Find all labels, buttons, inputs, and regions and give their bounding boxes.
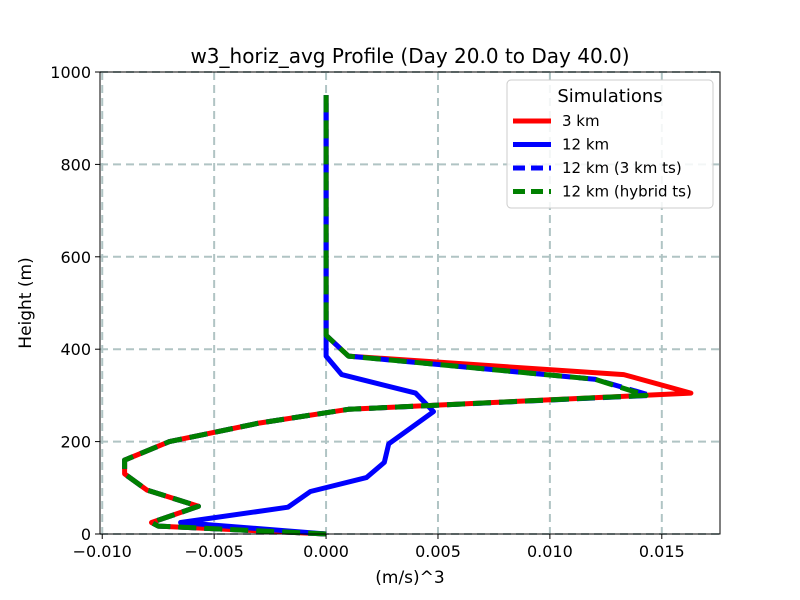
chart-title: w3_horiz_avg Profile (Day 20.0 to Day 40… xyxy=(190,44,629,68)
legend-items: 3 km 12 km 12 km (3 km ts) 12 km (hybrid ts… xyxy=(513,112,692,201)
series-group xyxy=(122,95,694,537)
x-tick-label: −0.005 xyxy=(185,542,244,561)
x-tick-label: 0.010 xyxy=(527,542,573,561)
x-axis-label: (m/s)^3 xyxy=(375,568,444,588)
plot-frame xyxy=(99,71,721,535)
x-tick-label: 0.005 xyxy=(415,542,461,561)
axis-ticks: −0.010 −0.005 0.000 0.005 0.010 0.015 0 200 400 6… xyxy=(50,63,684,561)
legend-label: 12 km (3 km ts) xyxy=(562,159,682,177)
y-tick-label: 200 xyxy=(60,433,91,452)
x-tick-label: 0.000 xyxy=(303,542,349,561)
y-tick-label: 800 xyxy=(60,155,91,174)
legend-label: 12 km xyxy=(562,136,609,154)
series-line-12-km-3-km-ts xyxy=(122,95,654,537)
grid xyxy=(100,71,720,535)
legend: Simulations 3 km 12 km 12 km (3 km ts) 12 k… xyxy=(506,79,714,209)
series-line-12-km xyxy=(178,95,436,537)
x-tick-label: 0.015 xyxy=(639,542,685,561)
legend-title: Simulations xyxy=(557,86,662,107)
y-tick-label: 0 xyxy=(81,525,91,544)
y-tick-label: 400 xyxy=(60,340,91,359)
legend-label: 12 km (hybrid ts) xyxy=(562,183,692,201)
x-tick-label: −0.010 xyxy=(73,542,132,561)
y-axis-label: Height (m) xyxy=(16,257,36,348)
y-tick-label: 1000 xyxy=(50,63,91,82)
legend-box xyxy=(506,79,714,209)
legend-label: 3 km xyxy=(562,112,600,130)
y-tick-label: 600 xyxy=(60,248,91,267)
